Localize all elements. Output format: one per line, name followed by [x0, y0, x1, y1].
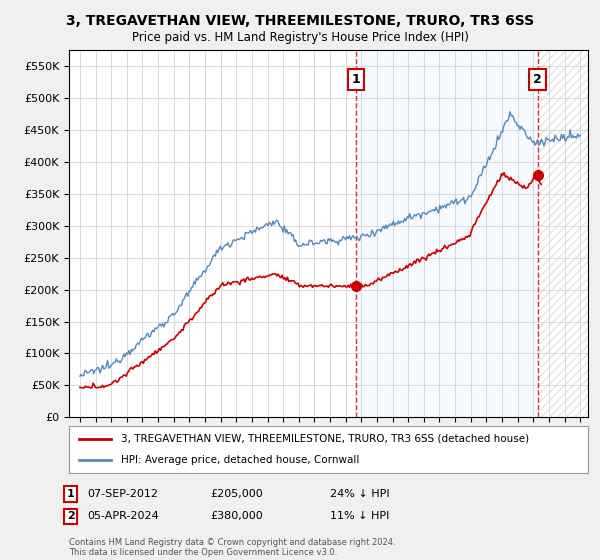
Text: 2: 2	[67, 511, 74, 521]
Bar	[538, 50, 588, 417]
Text: 1: 1	[67, 489, 74, 499]
Bar	[538, 50, 588, 417]
Text: 07-SEP-2012: 07-SEP-2012	[87, 489, 158, 499]
Text: 2: 2	[533, 73, 542, 86]
Bar	[356, 50, 538, 417]
Text: HPI: Average price, detached house, Cornwall: HPI: Average price, detached house, Corn…	[121, 455, 359, 465]
Text: 05-APR-2024: 05-APR-2024	[87, 511, 159, 521]
Text: 11% ↓ HPI: 11% ↓ HPI	[330, 511, 389, 521]
Text: £205,000: £205,000	[210, 489, 263, 499]
Text: 3, TREGAVETHAN VIEW, THREEMILESTONE, TRURO, TR3 6SS: 3, TREGAVETHAN VIEW, THREEMILESTONE, TRU…	[66, 14, 534, 28]
Text: 24% ↓ HPI: 24% ↓ HPI	[330, 489, 389, 499]
Text: Contains HM Land Registry data © Crown copyright and database right 2024.
This d: Contains HM Land Registry data © Crown c…	[69, 538, 395, 557]
Text: £380,000: £380,000	[210, 511, 263, 521]
Text: Price paid vs. HM Land Registry's House Price Index (HPI): Price paid vs. HM Land Registry's House …	[131, 31, 469, 44]
Text: 1: 1	[352, 73, 361, 86]
Text: 3, TREGAVETHAN VIEW, THREEMILESTONE, TRURO, TR3 6SS (detached house): 3, TREGAVETHAN VIEW, THREEMILESTONE, TRU…	[121, 434, 529, 444]
